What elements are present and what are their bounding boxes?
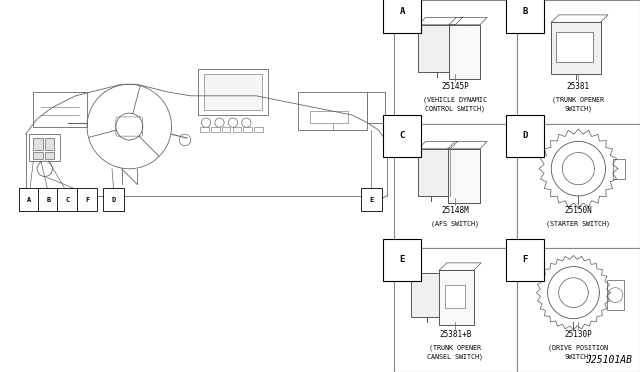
Bar xyxy=(411,273,443,317)
Text: (VEHICLE DYNAMIC
CONTROL SWITCH): (VEHICLE DYNAMIC CONTROL SWITCH) xyxy=(423,97,487,112)
Text: F: F xyxy=(85,196,89,202)
Bar xyxy=(204,74,262,110)
Bar xyxy=(419,25,455,72)
FancyBboxPatch shape xyxy=(116,117,143,136)
Bar xyxy=(198,69,268,115)
Bar xyxy=(33,138,43,150)
Circle shape xyxy=(202,118,211,127)
Text: (DRIVE POSITION
SWITCH): (DRIVE POSITION SWITCH) xyxy=(548,345,609,360)
Bar xyxy=(254,126,262,132)
Text: (TRUNK OPENER
SWITCH): (TRUNK OPENER SWITCH) xyxy=(552,97,604,112)
Text: 25130P: 25130P xyxy=(564,330,592,339)
Text: B: B xyxy=(523,7,528,16)
Text: 25145P: 25145P xyxy=(442,82,469,91)
Circle shape xyxy=(608,288,623,302)
Text: C: C xyxy=(66,196,70,202)
Bar xyxy=(613,159,625,179)
Text: 25381: 25381 xyxy=(567,82,590,91)
Bar xyxy=(367,92,385,123)
Bar xyxy=(33,151,43,159)
Text: A: A xyxy=(28,196,31,202)
Bar xyxy=(310,111,348,123)
Text: D: D xyxy=(112,196,116,202)
Bar xyxy=(556,32,593,62)
Bar xyxy=(449,25,480,79)
Bar xyxy=(232,126,241,132)
Bar xyxy=(419,149,452,196)
Text: E: E xyxy=(369,196,373,202)
Circle shape xyxy=(37,161,52,176)
Text: A: A xyxy=(399,7,405,16)
Text: (AFS SWITCH): (AFS SWITCH) xyxy=(431,221,479,227)
Text: C: C xyxy=(399,131,405,141)
Bar xyxy=(298,92,367,130)
Circle shape xyxy=(179,134,191,146)
Bar xyxy=(448,149,480,203)
Bar xyxy=(45,138,54,150)
Text: 25381+B: 25381+B xyxy=(439,330,472,339)
Text: J25101AB: J25101AB xyxy=(586,355,632,365)
Bar xyxy=(243,126,252,132)
Text: F: F xyxy=(523,256,528,264)
Text: (TRUNK OPENER
CANSEL SWITCH): (TRUNK OPENER CANSEL SWITCH) xyxy=(428,345,483,360)
Bar xyxy=(551,22,600,74)
Bar xyxy=(222,126,230,132)
Bar xyxy=(211,126,220,132)
Bar xyxy=(200,126,209,132)
Text: 25148M: 25148M xyxy=(442,206,469,215)
Bar xyxy=(45,151,54,159)
Circle shape xyxy=(228,118,237,127)
Text: E: E xyxy=(399,256,405,264)
Text: D: D xyxy=(523,131,528,141)
Text: (STARTER SWITCH): (STARTER SWITCH) xyxy=(547,221,611,227)
Text: 25150N: 25150N xyxy=(564,206,592,215)
Bar xyxy=(29,134,60,161)
Bar xyxy=(439,270,474,325)
Circle shape xyxy=(242,118,251,127)
Circle shape xyxy=(215,118,224,127)
Text: B: B xyxy=(47,196,51,202)
Bar xyxy=(607,280,624,310)
Bar xyxy=(445,285,465,308)
Bar xyxy=(33,92,87,126)
